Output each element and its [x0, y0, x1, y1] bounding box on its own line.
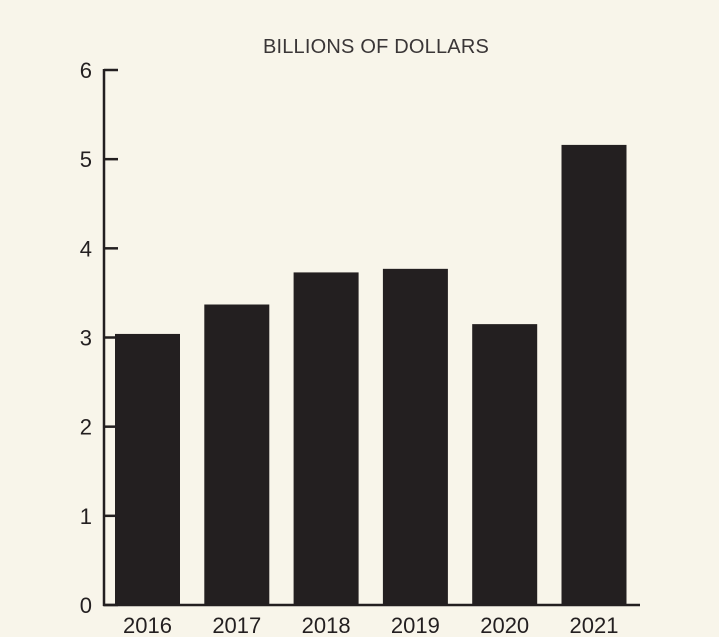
x-tick-label: 2019: [391, 613, 440, 637]
bars-group: [115, 144, 627, 605]
x-axis-labels: 2016 2017 2018 2019 2020 2021: [123, 613, 618, 637]
chart-title: BILLIONS OF DOLLARS: [263, 36, 489, 58]
y-tick-label: 3: [80, 326, 92, 351]
x-tick-label: 2020: [480, 613, 529, 637]
y-tick-label: 0: [80, 593, 92, 618]
y-tick-label: 2: [80, 415, 92, 440]
bar-2021: [561, 144, 627, 605]
y-tick-label: 6: [80, 58, 92, 83]
x-tick-label: 2021: [570, 613, 619, 637]
bar-2019: [382, 268, 448, 605]
y-tick-label: 5: [80, 147, 92, 172]
bar-2017: [204, 304, 270, 605]
y-tick-label: 4: [80, 236, 92, 261]
x-tick-label: 2018: [302, 613, 351, 637]
y-axis-ticks: 0 1 2 3 4 5 6: [80, 58, 118, 618]
bar-2020: [472, 324, 538, 605]
bar-2018: [293, 272, 359, 605]
x-tick-label: 2017: [212, 613, 261, 637]
bar-2016: [115, 333, 180, 605]
x-tick-label: 2016: [123, 613, 172, 637]
y-tick-label: 1: [80, 504, 92, 529]
